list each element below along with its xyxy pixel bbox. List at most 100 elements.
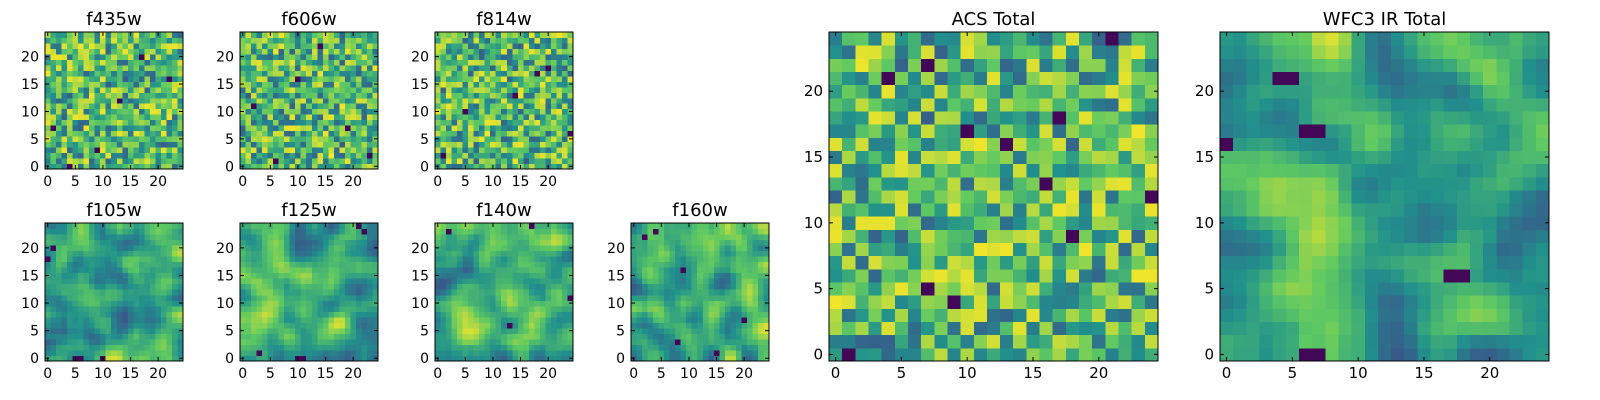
- heatmap-cell: [289, 42, 296, 49]
- heatmap-cell: [675, 294, 682, 301]
- heatmap-cell: [446, 250, 453, 257]
- heatmap-cell: [355, 114, 362, 121]
- heatmap-cell: [339, 294, 346, 301]
- heatmap-cell: [528, 37, 535, 44]
- heatmap-cell: [1026, 203, 1041, 217]
- heatmap-cell: [278, 355, 285, 362]
- heatmap-cell: [741, 289, 748, 296]
- heatmap-cell: [495, 300, 502, 307]
- heatmap-cell: [435, 141, 442, 148]
- heatmap-cell: [473, 311, 480, 318]
- heatmap-cell: [328, 158, 335, 165]
- heatmap-cell: [462, 70, 469, 77]
- heatmap-cell: [730, 300, 737, 307]
- heatmap-cell: [300, 245, 307, 252]
- heatmap-cell: [94, 278, 101, 285]
- heatmap-cell: [149, 37, 156, 44]
- heatmap-cell: [322, 272, 329, 279]
- heatmap-cell: [105, 272, 112, 279]
- heatmap-cell: [642, 300, 649, 307]
- heatmap-cell: [484, 70, 491, 77]
- heatmap-cell: [366, 48, 373, 55]
- heatmap-cell: [127, 48, 134, 55]
- heatmap-cell: [435, 261, 442, 268]
- heatmap-cell: [171, 289, 178, 296]
- heatmap-cell: [457, 141, 464, 148]
- heatmap-cell: [78, 355, 85, 362]
- heatmap-cell: [306, 32, 313, 38]
- heatmap-cell: [361, 53, 368, 60]
- heatmap-cell: [539, 228, 546, 235]
- heatmap-cell: [78, 245, 85, 252]
- heatmap-cell: [512, 338, 519, 345]
- heatmap-cell: [484, 283, 491, 290]
- heatmap-cell: [921, 229, 935, 244]
- heatmap-cell: [240, 114, 247, 121]
- heatmap-cell: [160, 272, 167, 279]
- heatmap-cell: [289, 147, 296, 154]
- heatmap-cell: [697, 311, 704, 318]
- heatmap-cell: [495, 239, 502, 246]
- heatmap-cell: [550, 125, 557, 132]
- heatmap-cell: [512, 119, 519, 126]
- heatmap-cell: [127, 245, 134, 252]
- heatmap-cell: [680, 327, 687, 334]
- heatmap-cell: [251, 103, 258, 110]
- heatmap-cell: [83, 322, 90, 329]
- heatmap-cell: [490, 272, 497, 279]
- heatmap-cell: [495, 136, 502, 143]
- heatmap-cell: [78, 114, 85, 121]
- heatmap-cell: [528, 59, 535, 66]
- heatmap-cell: [89, 283, 96, 290]
- heatmap-cell: [273, 163, 280, 170]
- heatmap-cell: [251, 300, 258, 307]
- heatmap-cell: [556, 300, 563, 307]
- axes-frame: [239, 222, 379, 362]
- heatmap-cell: [440, 158, 447, 165]
- heatmap-cell: [1039, 308, 1054, 323]
- heatmap-cell: [45, 278, 52, 285]
- heatmap-cell: [462, 327, 469, 334]
- heatmap-cell: [355, 136, 362, 143]
- heatmap-cell: [372, 256, 379, 263]
- heatmap-cell: [446, 261, 453, 268]
- heatmap-cell: [50, 86, 57, 93]
- heatmap-cell: [366, 283, 373, 290]
- heatmap-cell: [1026, 189, 1041, 204]
- heatmap-cell: [306, 272, 313, 279]
- heatmap-cell: [100, 141, 107, 148]
- heatmap-cell: [339, 163, 346, 170]
- heatmap-cell: [94, 267, 101, 274]
- heatmap-cell: [61, 333, 68, 340]
- heatmap-cell: [752, 228, 759, 235]
- heatmap-cell: [680, 316, 687, 323]
- heatmap-cell: [1079, 334, 1093, 349]
- heatmap-cell: [67, 114, 74, 121]
- heatmap-cell: [328, 316, 335, 323]
- heatmap-cell: [921, 255, 935, 270]
- heatmap-cell: [105, 152, 112, 159]
- heatmap-cell: [322, 42, 329, 49]
- heatmap-cell: [100, 108, 107, 115]
- heatmap-cell: [664, 333, 671, 340]
- heatmap-cell: [355, 53, 362, 60]
- heatmap-cell: [273, 349, 280, 356]
- heatmap-cell: [295, 228, 302, 235]
- heatmap-cell: [361, 119, 368, 126]
- heatmap-cell: [133, 228, 140, 235]
- heatmap-cell: [372, 228, 379, 235]
- heatmap-cell: [842, 203, 856, 217]
- heatmap-cell: [100, 48, 107, 55]
- heatmap-cell: [133, 333, 140, 340]
- heatmap-cell: [306, 305, 313, 312]
- heatmap-cell: [490, 239, 497, 246]
- heatmap-cell: [333, 228, 340, 235]
- heatmap-cell: [567, 228, 574, 235]
- heatmap-cell: [311, 53, 318, 60]
- heatmap-cell: [240, 261, 247, 268]
- heatmap-cell: [567, 223, 574, 230]
- heatmap-cell: [355, 234, 362, 241]
- heatmap-cell: [240, 278, 247, 285]
- heatmap-cell: [333, 294, 340, 301]
- heatmap-cell: [56, 250, 63, 257]
